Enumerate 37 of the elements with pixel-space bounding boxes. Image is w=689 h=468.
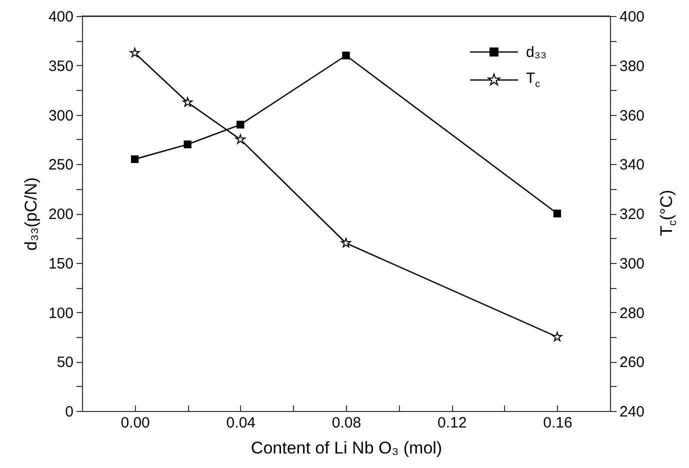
point bbox=[236, 120, 244, 128]
point bbox=[553, 210, 562, 218]
y2-tick-label: 340 bbox=[620, 156, 645, 174]
y-tick-label: 200 bbox=[48, 206, 74, 223]
y-tick-label: 0 bbox=[65, 404, 74, 420]
point bbox=[552, 332, 562, 342]
point bbox=[340, 238, 352, 248]
y-tick-label: 400 bbox=[48, 8, 74, 26]
x-tick-label: 0.16 bbox=[543, 414, 572, 432]
y2-tick-label: 280 bbox=[620, 304, 645, 322]
y-tick-label: 350 bbox=[48, 58, 74, 75]
y-tick-label: 100 bbox=[48, 304, 74, 322]
legend-label: d₃₃ bbox=[526, 44, 547, 60]
x-tick-label: 0.00 bbox=[120, 414, 150, 432]
point bbox=[182, 97, 193, 107]
point bbox=[342, 52, 350, 60]
legend-label: T$_{c}$ bbox=[526, 70, 540, 90]
point bbox=[130, 155, 139, 164]
y2-tick-label: 400 bbox=[620, 8, 645, 26]
y-tick-label: 300 bbox=[48, 107, 74, 124]
x-tick-label: 0.08 bbox=[332, 414, 362, 432]
y2-tick-label: 240 bbox=[620, 404, 645, 420]
y-tick-label: 50 bbox=[56, 354, 74, 372]
x-axis-title: Content of Li Nb O₃ (mol) bbox=[250, 438, 442, 458]
x-tick-label: 0.04 bbox=[226, 414, 256, 432]
y2-tick-label: 380 bbox=[620, 58, 645, 75]
y-axis-title: d₃₃(pC/N) bbox=[21, 177, 40, 251]
y2-tick-label: 300 bbox=[620, 255, 645, 272]
y2-tick-label: 260 bbox=[620, 354, 645, 372]
y2-tick-label: 320 bbox=[620, 206, 645, 223]
y-tick-label: 150 bbox=[48, 255, 74, 272]
y-tick-label: 250 bbox=[48, 156, 74, 174]
point bbox=[235, 134, 246, 144]
x-tick-label: 0.12 bbox=[438, 414, 467, 432]
y2-tick-label: 360 bbox=[620, 107, 645, 124]
point bbox=[184, 140, 192, 148]
point bbox=[130, 48, 140, 58]
